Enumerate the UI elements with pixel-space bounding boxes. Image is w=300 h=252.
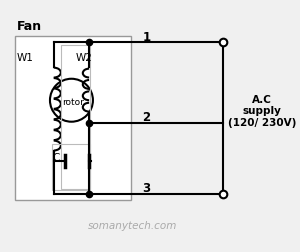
FancyBboxPatch shape <box>15 37 131 200</box>
Text: Fan: Fan <box>17 20 42 33</box>
Text: rotor: rotor <box>63 98 85 107</box>
Text: A.C
supply
(120/ 230V): A.C supply (120/ 230V) <box>228 94 296 128</box>
Text: W1: W1 <box>17 53 34 62</box>
Text: 3: 3 <box>142 181 150 195</box>
Text: C: C <box>52 152 60 162</box>
Text: somanytech.com: somanytech.com <box>87 220 177 230</box>
Text: 2: 2 <box>142 111 150 124</box>
Text: 1: 1 <box>142 30 150 43</box>
Text: W2: W2 <box>75 53 92 62</box>
